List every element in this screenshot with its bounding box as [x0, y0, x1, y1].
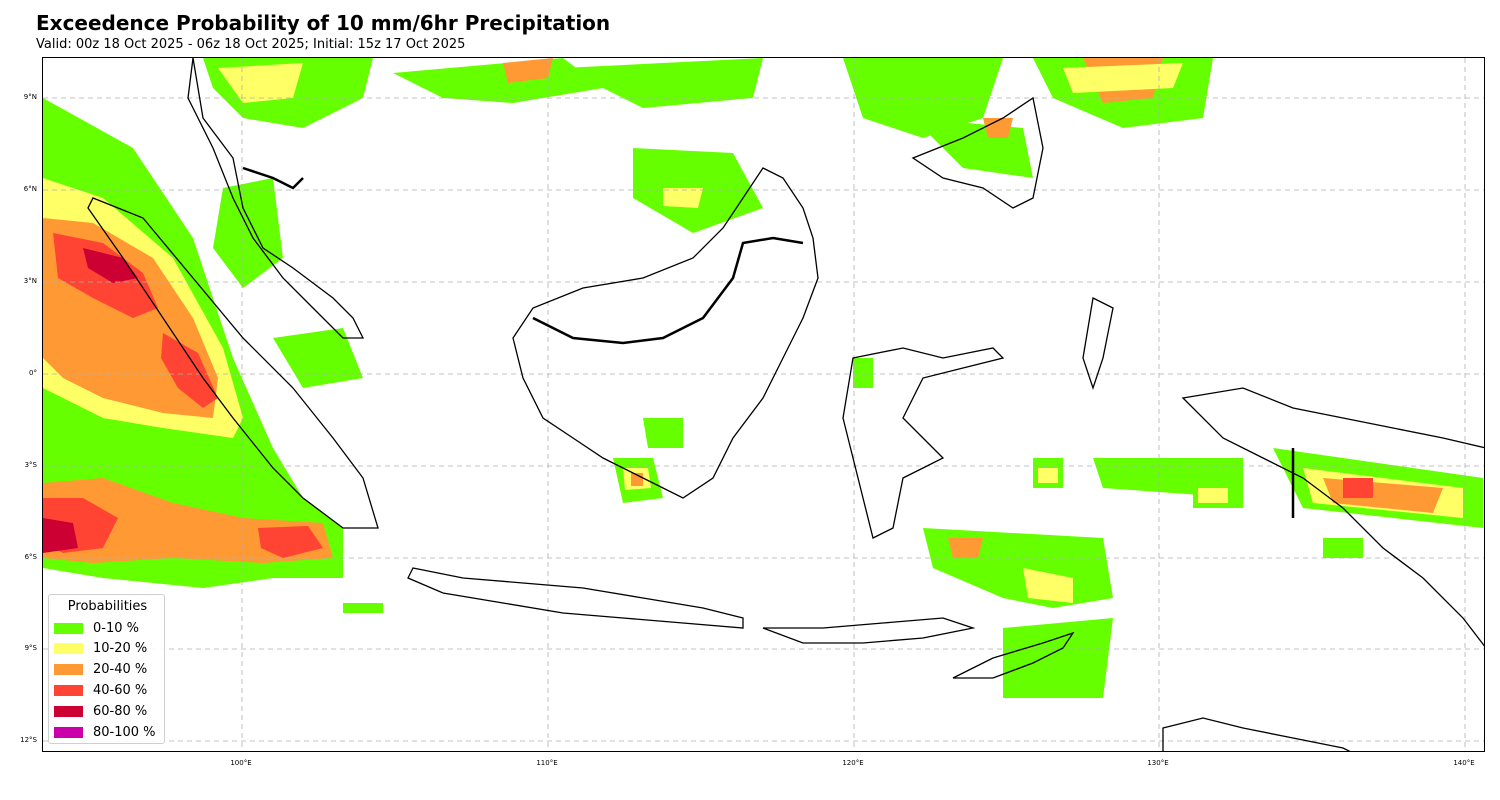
precip-area-small-1 — [343, 603, 383, 613]
precip-area-borneo-1 — [643, 418, 683, 448]
precip-area-north-2 — [218, 63, 303, 103]
legend-item-10-20: 10-20 % — [54, 639, 147, 657]
precip-area-north-3 — [393, 58, 603, 103]
legend-title: Probabilities — [67, 599, 148, 614]
coastline-sumbawa-flores — [762, 617, 976, 644]
map-subtitle: Valid: 00z 18 Oct 2025 - 06z 18 Oct 2025… — [36, 37, 466, 52]
legend-label-20-40: 20-40 % — [93, 661, 148, 677]
lat-label-12S: 12°S — [20, 736, 37, 744]
lon-label-140E: 140°E — [1453, 759, 1475, 767]
precip-area-east-7 — [1198, 488, 1228, 503]
legend-swatch-10-20 — [54, 642, 83, 654]
border-malaysia-thailand — [242, 166, 304, 190]
precip-area-north-5 — [563, 58, 763, 108]
precip-area-banda-2 — [948, 538, 983, 558]
legend-label-10-20: 10-20 % — [93, 640, 148, 656]
coastline-malay-peninsula — [187, 58, 365, 339]
lat-label-9S: 9°S — [24, 644, 37, 652]
precip-area-south-dark — [43, 518, 78, 553]
legend-item-80-100: 80-100 % — [54, 723, 156, 741]
coastline-philippines — [911, 96, 1044, 209]
legend-label-0-10: 0-10 % — [93, 620, 139, 636]
precip-area-timor-1 — [1003, 618, 1113, 698]
precip-area-north-14 — [213, 178, 283, 288]
precip-area-east-10 — [1038, 468, 1058, 483]
legend-swatch-0-10 — [54, 622, 83, 634]
lat-label-0: 0° — [29, 369, 37, 377]
coastline-borneo — [512, 167, 819, 499]
coastline-halmahera — [1082, 297, 1114, 391]
map-title: Exceedence Probability of 10 mm/6hr Prec… — [36, 11, 611, 35]
coastline-java — [407, 567, 744, 629]
precip-area-north-7 — [663, 188, 703, 208]
coastline-sulawesi — [842, 347, 1005, 539]
map-canvas — [43, 58, 1484, 751]
legend-swatch-20-40 — [54, 663, 83, 675]
legend-item-60-80: 60-80 % — [54, 702, 147, 720]
precip-area-small-2 — [853, 358, 873, 388]
lat-label-3N: 3°N — [23, 277, 37, 285]
border-borneo — [532, 236, 804, 345]
legend-label-60-80: 60-80 % — [93, 703, 148, 719]
lon-label-130E: 130°E — [1147, 759, 1169, 767]
legend-swatch-80-100 — [54, 726, 83, 738]
lat-label-6N: 6°N — [23, 185, 37, 193]
legend-item-40-60: 40-60 % — [54, 681, 147, 699]
lat-label-9N: 9°N — [23, 93, 37, 101]
precip-area-north-4 — [503, 58, 553, 83]
country-borders — [242, 166, 1295, 518]
precip-area-banda-3 — [1023, 568, 1073, 603]
grid-lines — [43, 58, 1484, 751]
lon-label-100E: 100°E — [230, 759, 252, 767]
legend-item-0-10: 0-10 % — [54, 619, 139, 637]
legend-label-80-100: 80-100 % — [93, 724, 156, 740]
coastlines — [87, 58, 1484, 751]
coastline-timor — [952, 631, 1075, 679]
precip-layer — [43, 58, 1483, 698]
lat-label-6S: 6°S — [24, 553, 37, 561]
precip-area-east-8 — [1323, 538, 1363, 558]
precip-area-north-12 — [913, 118, 1033, 178]
legend-item-20-40: 20-40 % — [54, 660, 147, 678]
legend-swatch-40-60 — [54, 684, 83, 696]
legend: Probabilities 0-10 % 10-20 % 20-40 % 40-… — [48, 594, 165, 744]
precip-area-north-8 — [843, 58, 1003, 138]
precip-area-north-15 — [273, 328, 363, 388]
precip-area-north-11 — [1063, 63, 1183, 93]
coastline-new-guinea — [1181, 387, 1484, 647]
precip-area-sumatra-dark — [83, 248, 138, 283]
precip-area-east-5 — [1343, 478, 1373, 498]
lon-label-110E: 110°E — [536, 759, 558, 767]
legend-label-40-60: 40-60 % — [93, 682, 148, 698]
coastline-sumatra — [87, 197, 379, 529]
precip-area-north-13 — [983, 118, 1013, 138]
lon-label-120E: 120°E — [842, 759, 864, 767]
precip-area-sumatra-red2 — [161, 333, 218, 408]
lat-label-3S: 3°S — [24, 461, 37, 469]
coastline-australia-north — [1162, 717, 1351, 751]
precip-area-south-red2 — [258, 526, 323, 558]
legend-swatch-60-80 — [54, 705, 83, 717]
map-panel — [42, 57, 1485, 752]
